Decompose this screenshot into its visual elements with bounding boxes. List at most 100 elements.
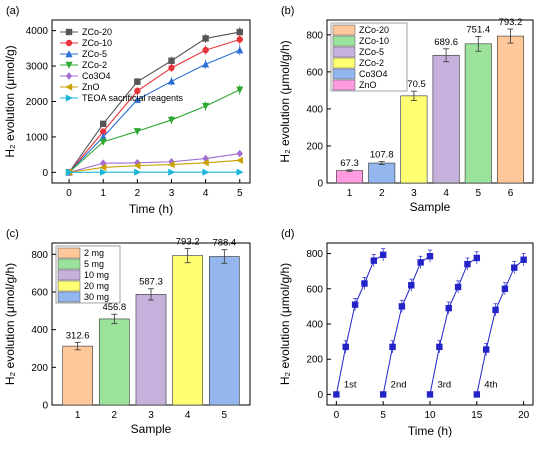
data-point: [389, 343, 396, 351]
bar: [400, 95, 428, 184]
data-label: 751.4: [466, 24, 490, 35]
data-label: 107.8: [370, 150, 394, 161]
y-tick-label: 0: [317, 390, 323, 401]
data-point: [511, 264, 518, 271]
data-point: [100, 128, 107, 135]
data-point: [501, 285, 509, 292]
x-tick-label: 4: [443, 188, 449, 199]
legend-label: 2 mg: [84, 248, 104, 258]
data-label: 312.6: [66, 330, 90, 341]
legend-label: 10 mg: [84, 270, 109, 280]
x-tick-label: 4: [203, 188, 209, 199]
data-point: [167, 116, 176, 124]
data-label: 689.6: [434, 37, 458, 48]
y-tick-label: 400: [31, 325, 48, 336]
legend-swatch: [57, 269, 81, 281]
legend-swatch: [57, 280, 81, 292]
series-line: [68, 49, 240, 173]
data-point: [236, 28, 243, 36]
data-point: [408, 282, 415, 289]
x-tick-label: 2: [379, 188, 385, 199]
x-tick-label: 20: [518, 410, 530, 421]
series-line: [68, 159, 240, 173]
cycle-line: [429, 257, 478, 395]
legend-swatch: [332, 35, 356, 47]
bar: [336, 170, 364, 184]
data-point: [133, 162, 141, 170]
x-tick-label: 1: [100, 188, 106, 199]
data-point: [134, 168, 142, 176]
x-tick-label: 5: [237, 188, 243, 199]
plot-frame: [326, 19, 534, 184]
legend-label: ZCo-2: [82, 60, 107, 70]
data-point: [168, 64, 175, 72]
data-point: [236, 86, 244, 94]
data-point: [464, 260, 471, 268]
legend-label: ZCo-5: [82, 49, 107, 59]
legend-swatch: [332, 46, 356, 58]
data-point: [201, 159, 209, 167]
data-point: [133, 128, 141, 136]
x-tick-label: 2: [112, 410, 118, 421]
cycle-3rd: 3rd: [426, 251, 481, 398]
plot-frame: [326, 242, 534, 406]
data-point: [417, 259, 424, 266]
legend-label: 30 mg: [84, 292, 109, 302]
legend-label: 20 mg: [84, 281, 109, 291]
data-label: 793.2: [176, 236, 200, 247]
data-point: [236, 36, 243, 43]
panel-c: (c) 0 200 400 600 800 H₂ evolution (μmol/g/h) 1…: [3, 228, 251, 436]
y-tick-label: 800: [31, 250, 48, 261]
x-tick-label: 1: [347, 188, 353, 199]
panel-tag: (d): [281, 228, 294, 240]
data-point: [236, 46, 244, 54]
data-point: [202, 102, 210, 110]
data-point: [202, 46, 209, 54]
cycle-label: 1st: [344, 379, 357, 390]
y-tick-label: 600: [31, 287, 48, 298]
data-point: [134, 87, 141, 95]
data-point: [342, 343, 349, 351]
panel-tag: (a): [6, 5, 19, 17]
legend-label: 5 mg: [84, 259, 104, 269]
legend-marker: [65, 83, 73, 91]
data-point: [65, 168, 73, 176]
y-tick-label: 2000: [26, 97, 49, 108]
data-point: [202, 168, 210, 176]
data-point: [398, 303, 406, 310]
cycle-4th: 4th: [473, 253, 527, 398]
data-label: 456.8: [102, 302, 126, 313]
data-point: [168, 168, 176, 176]
y-axis-label: H₂ evolution (μmol/g/h): [278, 40, 292, 162]
legend-label: ZCo-5: [359, 47, 384, 57]
x-tick-label: 10: [424, 410, 436, 421]
data-point: [202, 60, 210, 68]
series-line: [68, 153, 240, 173]
legend-label: Co3O4: [82, 71, 111, 81]
data-point: [361, 280, 368, 287]
x-tick-label: 3: [411, 188, 417, 199]
bar: [432, 54, 460, 184]
y-tick-label: 800: [306, 249, 323, 260]
data-point: [202, 35, 209, 42]
x-axis-label: Time (h): [129, 202, 173, 216]
series-ZnO: [65, 156, 243, 176]
series-line: [68, 89, 240, 173]
data-label: 587.3: [139, 277, 163, 288]
bar: [62, 345, 94, 406]
cycle-2nd: 2nd: [379, 249, 434, 398]
data-point: [333, 391, 340, 398]
y-tick-label: 200: [31, 363, 48, 374]
legend-swatch: [332, 57, 356, 69]
data-label: 67.3: [340, 158, 359, 169]
data-point: [168, 57, 175, 64]
x-tick-label: 5: [476, 188, 482, 199]
x-axis-label: Sample: [131, 422, 172, 436]
legend-swatch: [332, 24, 356, 36]
data-point: [99, 133, 107, 141]
bar: [209, 256, 240, 406]
data-label: 793.2: [499, 17, 523, 28]
